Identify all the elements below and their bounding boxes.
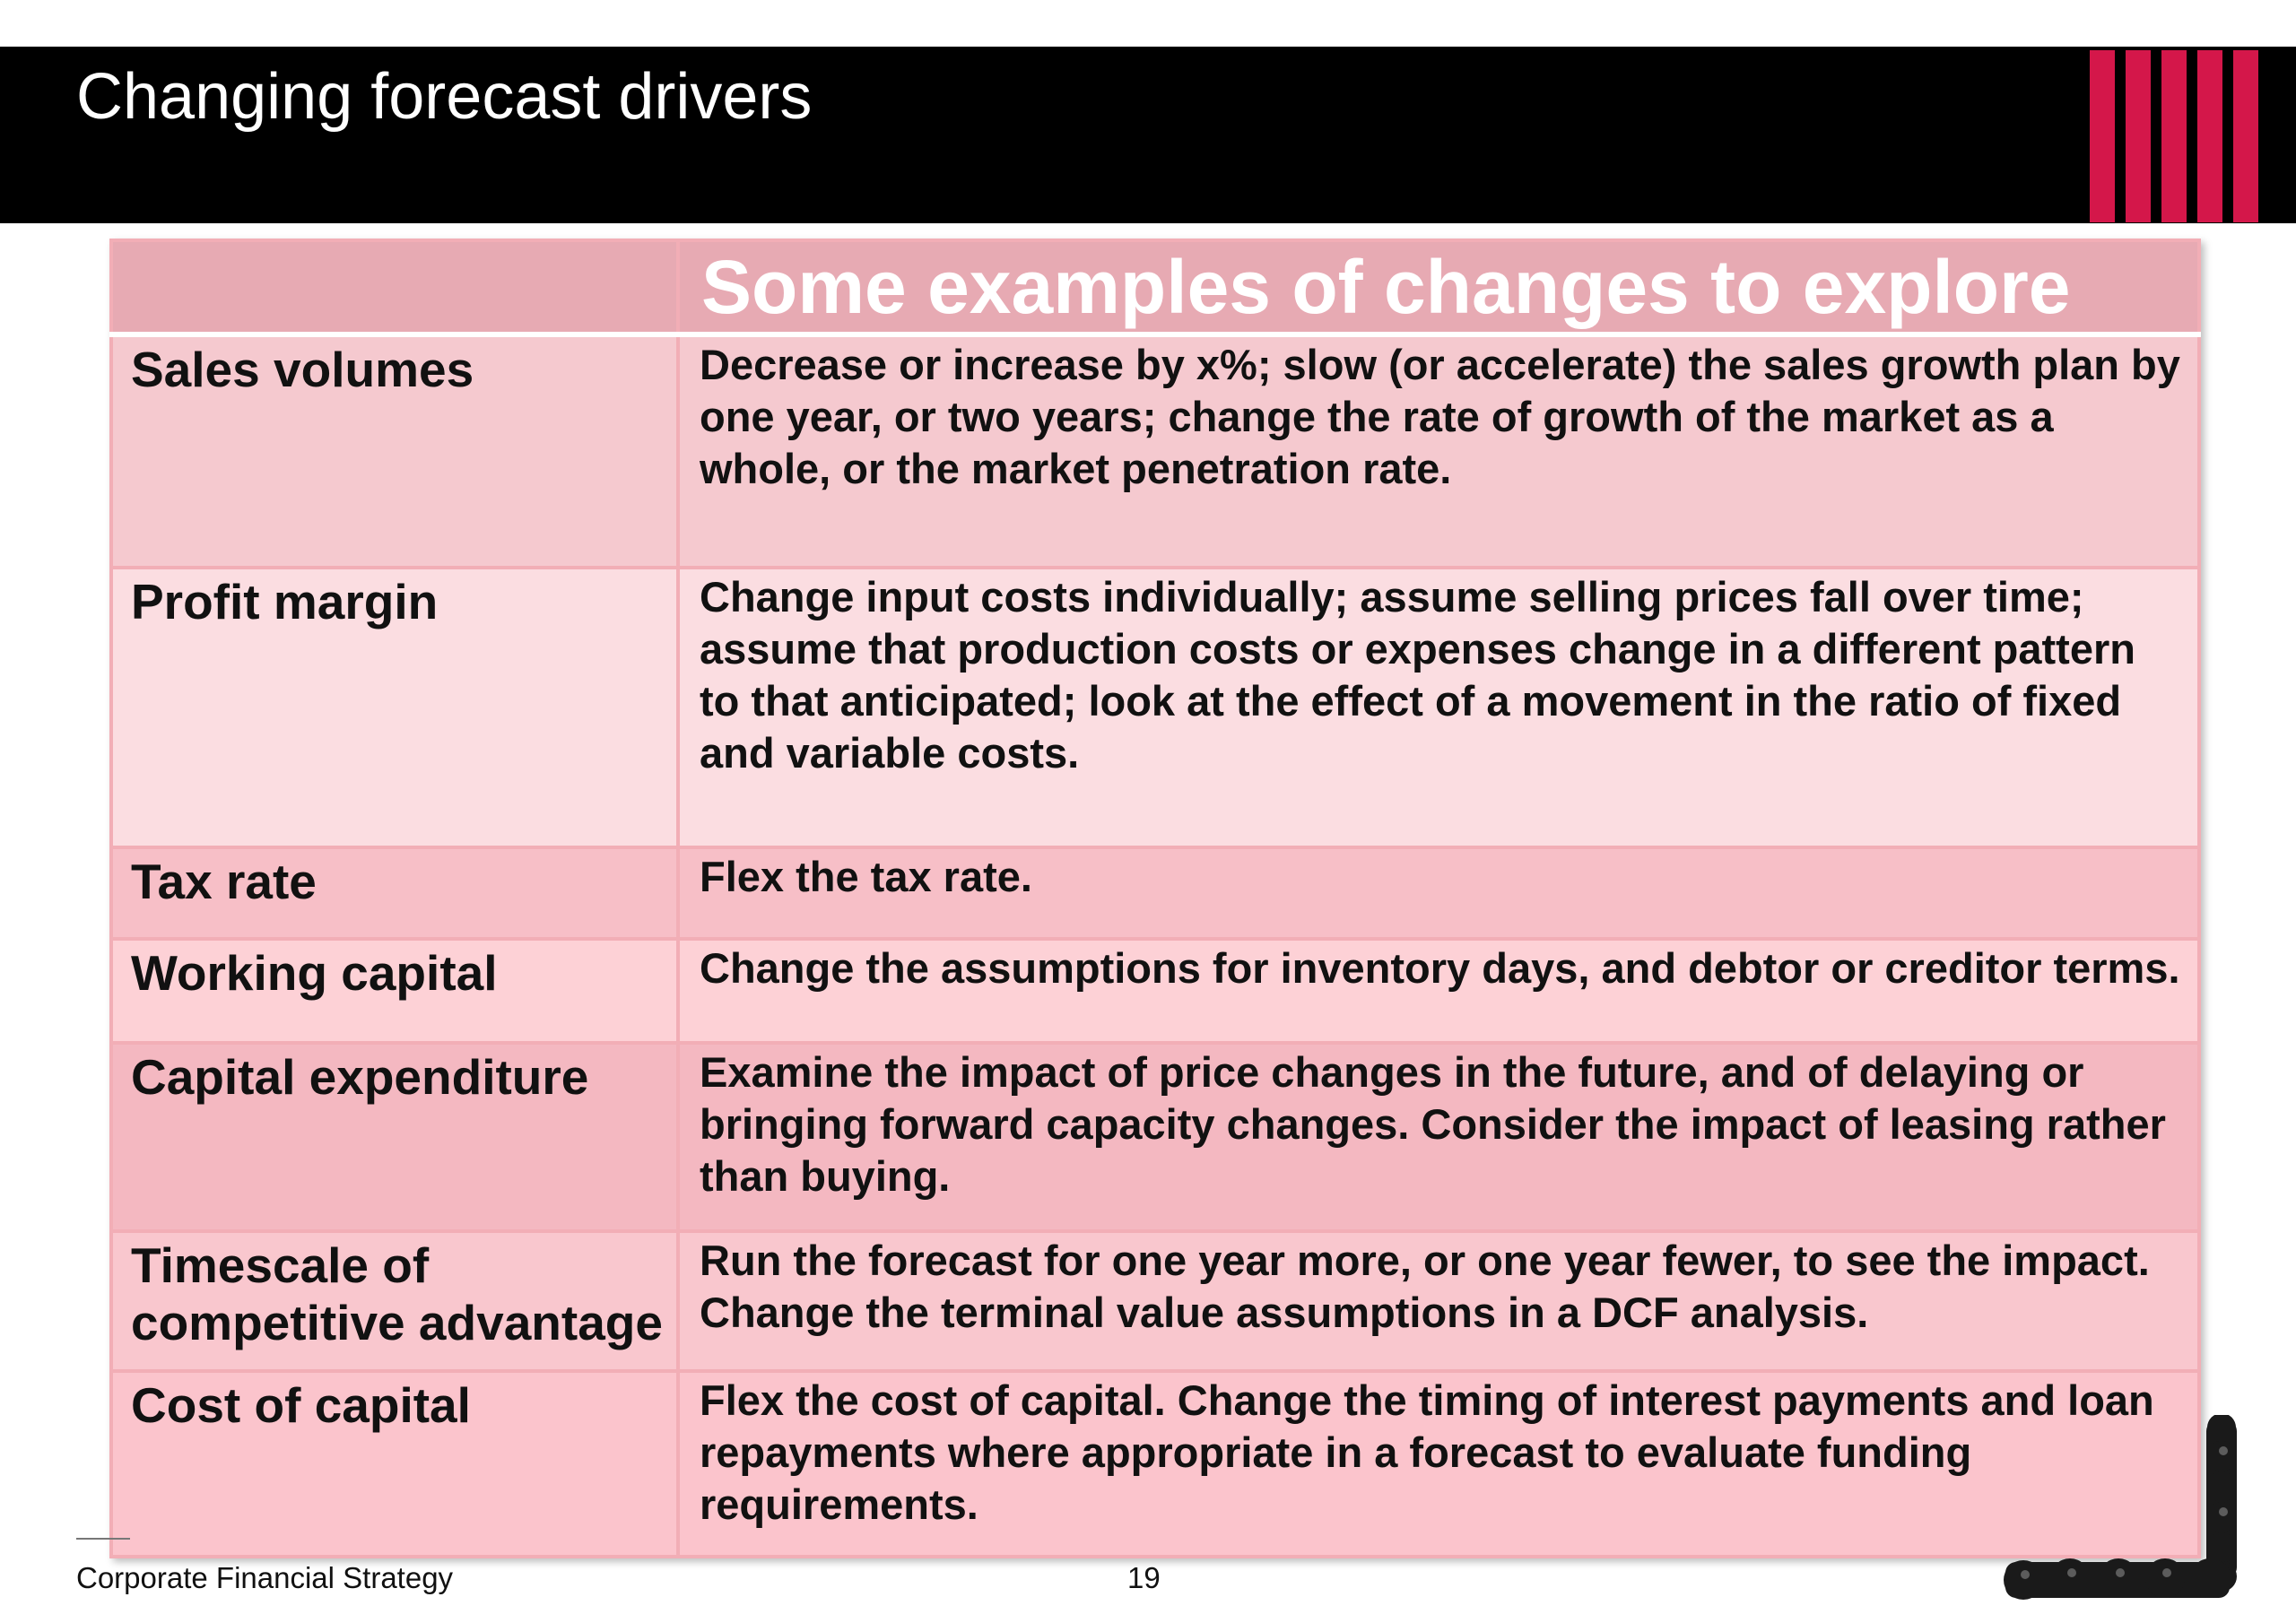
stripe [2233, 50, 2258, 222]
row-description: Change input costs individually; assume … [676, 566, 2201, 849]
drivers-table: Some examples of changes to explore Sale… [109, 239, 2201, 1558]
row-label: Cost of capital [109, 1369, 680, 1558]
row-label: Working capital [109, 937, 680, 1045]
row-description: Decrease or increase by x%; slow (or acc… [676, 333, 2201, 569]
stripe [2126, 50, 2151, 222]
footer-divider [76, 1538, 130, 1540]
table-row: Working capital Change the assumptions f… [109, 937, 2201, 1045]
stripe [2161, 50, 2187, 222]
chess-pieces-logo-icon [2004, 1415, 2237, 1600]
row-description: Run the forecast for one year more, or o… [676, 1229, 2201, 1373]
header-title: Some examples of changes to explore [676, 239, 2201, 337]
row-description: Flex the tax rate. [676, 846, 2201, 941]
table-row: Cost of capital Flex the cost of capital… [109, 1369, 2201, 1558]
row-description: Change the assumptions for inventory day… [676, 937, 2201, 1045]
header-label-cell [109, 239, 680, 337]
page-number: 19 [1127, 1561, 1161, 1594]
row-label: Profit margin [109, 566, 680, 849]
table-row: Tax rate Flex the tax rate. [109, 846, 2201, 941]
table-row: Timescale of competitive advantage Run t… [109, 1229, 2201, 1373]
row-label: Tax rate [109, 846, 680, 941]
row-description: Flex the cost of capital. Change the tim… [676, 1369, 2201, 1558]
red-stripes-decoration-icon [2086, 47, 2296, 223]
title-bar [0, 47, 2296, 223]
row-label: Capital expenditure [109, 1041, 680, 1233]
slide-title: Changing forecast drivers [76, 61, 813, 133]
stripe [2090, 50, 2115, 222]
row-label: Sales volumes [109, 333, 680, 569]
stripe [2197, 50, 2222, 222]
table-row: Capital expenditure Examine the impact o… [109, 1041, 2201, 1233]
row-description: Examine the impact of price changes in t… [676, 1041, 2201, 1233]
row-label: Timescale of competitive advantage [109, 1229, 680, 1373]
table-row: Profit margin Change input costs individ… [109, 566, 2201, 849]
footer-source: Corporate Financial Strategy [76, 1561, 454, 1594]
table-header-row: Some examples of changes to explore [109, 239, 2201, 337]
table-row: Sales volumes Decrease or increase by x%… [109, 333, 2201, 569]
